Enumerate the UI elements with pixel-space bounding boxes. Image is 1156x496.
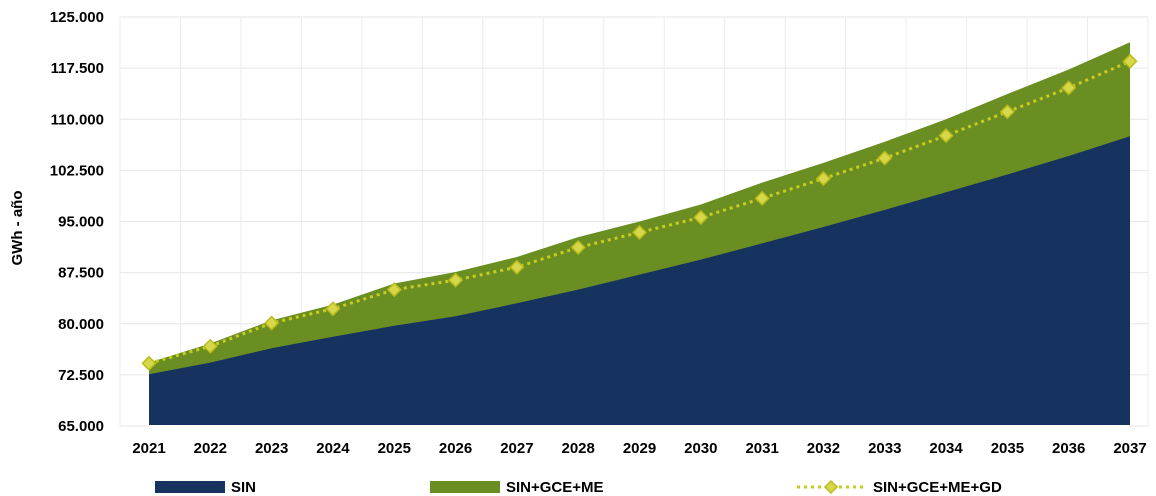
x-tick-label: 2021	[132, 440, 165, 457]
area-sin	[149, 136, 1130, 426]
point-marker	[509, 259, 525, 275]
y-tick-label: 125.000	[50, 9, 104, 26]
point-marker	[1061, 80, 1077, 96]
line-series	[141, 53, 1138, 371]
point-marker	[448, 272, 464, 288]
y-tick-label: 102.500	[50, 162, 104, 179]
x-tick-label: 2023	[255, 440, 288, 457]
x-axis-ticks: 2021 2022 2023 2024 2025 2026 2027 2028 2029 2030…	[132, 440, 1146, 457]
point-marker	[693, 209, 709, 225]
y-tick-label: 65.000	[58, 418, 104, 435]
point-marker	[141, 355, 157, 371]
y-tick-label: 87.500	[58, 265, 104, 282]
y-tick-label: 72.500	[58, 367, 104, 384]
x-tick-label: 2028	[562, 440, 595, 457]
point-marker	[325, 301, 341, 317]
legend-marker	[823, 479, 839, 495]
point-marker	[386, 282, 402, 298]
point-marker	[815, 170, 831, 187]
y-tick-label: 95.000	[58, 214, 104, 231]
point-marker	[754, 190, 770, 206]
x-tick-label: 2033	[868, 440, 901, 457]
legend-swatch	[430, 481, 500, 493]
x-tick-label: 2027	[500, 440, 533, 457]
point-marker	[1122, 53, 1138, 69]
legend-label: SIN	[231, 479, 256, 496]
point-marker	[999, 104, 1015, 120]
x-tick-label: 2037	[1113, 440, 1146, 457]
x-tick-label: 2031	[745, 440, 778, 457]
x-tick-label: 2024	[316, 440, 350, 457]
y-axis-title: GWh - año	[9, 191, 26, 266]
legend-label: SIN+GCE+ME	[506, 479, 604, 496]
y-tick-label: 80.000	[58, 316, 104, 333]
point-marker	[631, 224, 648, 240]
y-tick-label: 110.000	[51, 111, 104, 128]
point-marker	[877, 150, 893, 166]
x-tick-label: 2026	[439, 440, 472, 457]
y-tick-label: 117.500	[51, 60, 104, 77]
x-tick-label: 2030	[684, 440, 717, 457]
x-tick-label: 2029	[623, 440, 656, 457]
x-tick-label: 2025	[378, 440, 411, 457]
x-tick-label: 2034	[929, 440, 963, 457]
point-marker	[938, 128, 954, 144]
point-marker	[264, 315, 280, 331]
x-tick-label: 2035	[991, 440, 1024, 457]
point-marker	[202, 338, 218, 354]
x-tick-label: 2022	[194, 440, 227, 457]
legend: SIN SIN+GCE+ME SIN+GCE+ME+GD	[155, 479, 1002, 496]
point-marker	[570, 239, 586, 255]
legend-swatch	[155, 481, 225, 493]
x-tick-label: 2032	[807, 440, 840, 457]
x-tick-label: 2036	[1052, 440, 1085, 457]
y-axis-ticks: 65.000 72.500 80.000 87.500 95.000 102.500 110…	[50, 9, 104, 435]
legend-label: SIN+GCE+ME+GD	[873, 479, 1002, 496]
